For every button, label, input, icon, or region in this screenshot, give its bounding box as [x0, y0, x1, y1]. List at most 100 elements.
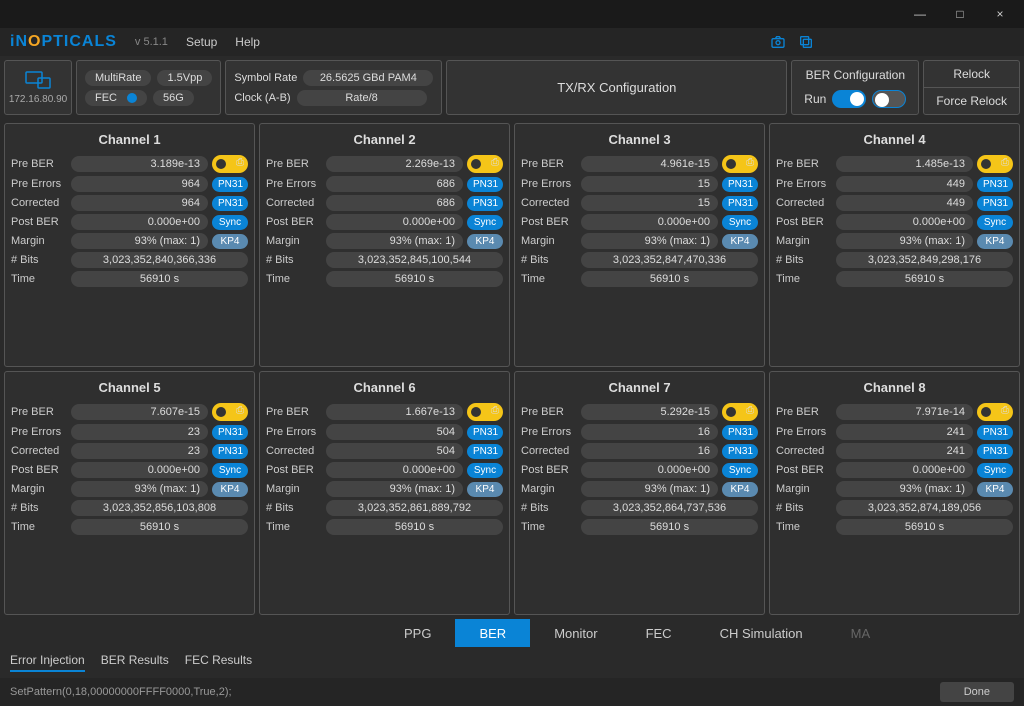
channel-panel-7: Channel 7 Pre BER 5.292e-15 ⎙ Pre Errors… — [514, 371, 765, 615]
symbol-rate-value[interactable]: 26.5625 GBd PAM4 — [303, 70, 433, 86]
channel-toggle[interactable]: ⎙ — [977, 403, 1013, 421]
multirate-pill[interactable]: MultiRate — [85, 70, 151, 86]
bits-label: # Bits — [776, 502, 832, 514]
pn31-badge-2[interactable]: PN31 — [722, 196, 758, 211]
relock-button[interactable]: Relock — [924, 61, 1019, 88]
kp4-badge[interactable]: KP4 — [467, 234, 503, 249]
kp4-badge[interactable]: KP4 — [212, 482, 248, 497]
time-label: Time — [266, 273, 322, 285]
sync-badge[interactable]: Sync — [467, 215, 503, 230]
subtab-fec-results[interactable]: FEC Results — [185, 653, 252, 672]
pn31-badge[interactable]: PN31 — [977, 177, 1013, 192]
maximize-button[interactable]: □ — [940, 0, 980, 28]
kp4-badge[interactable]: KP4 — [722, 482, 758, 497]
channel-toggle[interactable]: ⎙ — [722, 155, 758, 173]
pre-ber-value: 7.971e-14 — [836, 404, 973, 420]
clock-label: Clock (A-B) — [234, 92, 290, 104]
time-label: Time — [11, 273, 67, 285]
pn31-badge-2[interactable]: PN31 — [977, 444, 1013, 459]
camera-icon[interactable] — [770, 34, 786, 50]
tab-monitor[interactable]: Monitor — [530, 619, 621, 647]
vpp-pill[interactable]: 1.5Vpp — [157, 70, 212, 86]
fec-pill[interactable]: FEC — [85, 90, 147, 106]
tab-ma[interactable]: MA — [827, 619, 895, 647]
margin-label: Margin — [11, 483, 67, 495]
channels-grid: Channel 1 Pre BER 3.189e-13 ⎙ Pre Errors… — [0, 119, 1024, 619]
force-relock-button[interactable]: Force Relock — [924, 88, 1019, 114]
channel-toggle[interactable]: ⎙ — [467, 155, 503, 173]
pn31-badge[interactable]: PN31 — [467, 177, 503, 192]
kp4-badge[interactable]: KP4 — [467, 482, 503, 497]
pn31-badge[interactable]: PN31 — [722, 177, 758, 192]
corrected-label: Corrected — [266, 445, 322, 457]
copy-icon[interactable] — [798, 34, 814, 50]
kp4-badge[interactable]: KP4 — [722, 234, 758, 249]
tab-ber[interactable]: BER — [455, 619, 530, 647]
margin-value: 93% (max: 1) — [581, 233, 718, 249]
tab-ppg[interactable]: PPG — [380, 619, 455, 647]
rate-pill[interactable]: 56G — [153, 90, 194, 106]
pre-ber-value: 4.961e-15 — [581, 156, 718, 172]
device-box[interactable]: 172.16.80.90 — [4, 60, 72, 115]
pn31-badge-2[interactable]: PN31 — [467, 196, 503, 211]
sync-badge[interactable]: Sync — [977, 215, 1013, 230]
channel-panel-1: Channel 1 Pre BER 3.189e-13 ⎙ Pre Errors… — [4, 123, 255, 367]
channel-toggle[interactable]: ⎙ — [467, 403, 503, 421]
pre-ber-value: 7.607e-15 — [71, 404, 208, 420]
txrx-config-button[interactable]: TX/RX Configuration — [446, 60, 787, 115]
margin-value: 93% (max: 1) — [836, 233, 973, 249]
pn31-badge[interactable]: PN31 — [212, 425, 248, 440]
run-switch[interactable] — [832, 90, 866, 108]
pn31-badge-2[interactable]: PN31 — [977, 196, 1013, 211]
channel-toggle[interactable]: ⎙ — [212, 403, 248, 421]
channel-panel-8: Channel 8 Pre BER 7.971e-14 ⎙ Pre Errors… — [769, 371, 1020, 615]
kp4-badge[interactable]: KP4 — [977, 482, 1013, 497]
run-label: Run — [804, 92, 826, 106]
pn31-badge[interactable]: PN31 — [977, 425, 1013, 440]
corrected-label: Corrected — [11, 197, 67, 209]
sync-badge[interactable]: Sync — [977, 463, 1013, 478]
subtab-ber-results[interactable]: BER Results — [101, 653, 169, 672]
pn31-badge-2[interactable]: PN31 — [212, 196, 248, 211]
clock-value[interactable]: Rate/8 — [297, 90, 427, 106]
sync-badge[interactable]: Sync — [722, 215, 758, 230]
channel-toggle[interactable]: ⎙ — [722, 403, 758, 421]
pre-ber-value: 1.485e-13 — [836, 156, 973, 172]
run-switch-2[interactable] — [872, 90, 906, 108]
close-button[interactable]: × — [980, 0, 1020, 28]
tab-fec[interactable]: FEC — [622, 619, 696, 647]
channel-title: Channel 2 — [266, 132, 503, 147]
tab-chsim[interactable]: CH Simulation — [696, 619, 827, 647]
sync-badge[interactable]: Sync — [212, 463, 248, 478]
pre-ber-label: Pre BER — [776, 406, 832, 418]
sync-badge[interactable]: Sync — [467, 463, 503, 478]
channel-toggle[interactable]: ⎙ — [977, 155, 1013, 173]
corrected-label: Corrected — [776, 197, 832, 209]
menu-setup[interactable]: Setup — [186, 35, 217, 49]
minimize-button[interactable]: — — [900, 0, 940, 28]
pn31-badge[interactable]: PN31 — [722, 425, 758, 440]
titlebar: — □ × — [0, 0, 1024, 28]
channel-title: Channel 5 — [11, 380, 248, 395]
subtab-error-injection[interactable]: Error Injection — [10, 653, 85, 672]
pn31-badge-2[interactable]: PN31 — [722, 444, 758, 459]
kp4-badge[interactable]: KP4 — [212, 234, 248, 249]
pn31-badge[interactable]: PN31 — [467, 425, 503, 440]
pn31-badge[interactable]: PN31 — [212, 177, 248, 192]
corrected-label: Corrected — [521, 445, 577, 457]
sync-badge[interactable]: Sync — [722, 463, 758, 478]
sync-badge[interactable]: Sync — [212, 215, 248, 230]
pre-ber-value: 2.269e-13 — [326, 156, 463, 172]
done-button[interactable]: Done — [940, 682, 1014, 702]
margin-label: Margin — [266, 235, 322, 247]
post-ber-value: 0.000e+00 — [836, 214, 973, 230]
bits-label: # Bits — [11, 502, 67, 514]
kp4-badge[interactable]: KP4 — [977, 234, 1013, 249]
post-ber-label: Post BER — [521, 216, 577, 228]
corrected-value: 686 — [326, 195, 463, 211]
channel-toggle[interactable]: ⎙ — [212, 155, 248, 173]
pn31-badge-2[interactable]: PN31 — [467, 444, 503, 459]
channel-title: Channel 7 — [521, 380, 758, 395]
pn31-badge-2[interactable]: PN31 — [212, 444, 248, 459]
menu-help[interactable]: Help — [235, 35, 260, 49]
